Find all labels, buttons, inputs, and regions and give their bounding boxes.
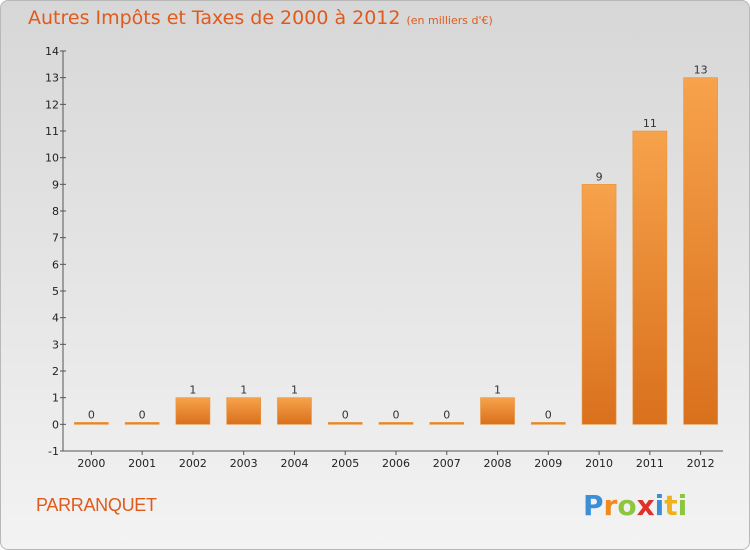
- y-tick-label: 1: [52, 392, 59, 405]
- data-label: 1: [494, 384, 501, 397]
- bar: [277, 397, 312, 425]
- data-label: 0: [139, 408, 146, 421]
- data-label: 11: [643, 117, 657, 130]
- logo-letter: i: [677, 489, 688, 522]
- bar: [226, 397, 261, 425]
- data-label: 0: [393, 408, 400, 421]
- x-tick-label: 2002: [179, 457, 207, 470]
- data-label: 0: [342, 408, 349, 421]
- x-tick-label: 2008: [484, 457, 512, 470]
- bar: [632, 130, 668, 425]
- x-tick-label: 2000: [77, 457, 105, 470]
- proxiti-logo: Proxiti: [583, 489, 687, 522]
- x-tick-label: 2011: [636, 457, 664, 470]
- data-label: 1: [291, 384, 298, 397]
- y-tick-label: 0: [52, 418, 59, 431]
- x-tick-label: 2004: [280, 457, 308, 470]
- y-tick-label: 11: [45, 125, 59, 138]
- labels: -101234567891011121314020000200112002120…: [45, 45, 715, 470]
- logo-letter: t: [664, 489, 678, 522]
- bar: [175, 397, 211, 425]
- y-tick-label: 5: [52, 285, 59, 298]
- bar: [429, 422, 465, 425]
- data-label: 0: [443, 408, 450, 421]
- x-tick-label: 2005: [331, 457, 359, 470]
- data-label: 1: [189, 384, 196, 397]
- bar: [683, 77, 718, 425]
- bar: [378, 422, 414, 425]
- bar: [581, 184, 617, 425]
- y-tick-label: 6: [52, 258, 59, 271]
- data-label: 0: [545, 408, 552, 421]
- data-label: 13: [694, 64, 708, 77]
- x-tick-label: 2009: [534, 457, 562, 470]
- bar: [480, 397, 515, 425]
- y-tick-label: 4: [52, 312, 59, 325]
- bars: [74, 77, 718, 425]
- unit-label: (en milliers d'€): [406, 14, 493, 27]
- x-tick-label: 2001: [128, 457, 156, 470]
- y-tick-label: 13: [45, 72, 59, 85]
- y-tick-label: 10: [45, 152, 59, 165]
- x-tick-label: 2012: [687, 457, 715, 470]
- logo-letter: i: [654, 489, 665, 522]
- y-tick-label: -1: [48, 445, 59, 458]
- bar: [327, 422, 363, 425]
- y-tick-label: 14: [45, 45, 59, 58]
- y-tick-label: 2: [52, 365, 59, 378]
- logo-letter: x: [636, 489, 655, 522]
- chart-title: Autres Impôts et Taxes de 2000 à 2012 (en…: [28, 7, 493, 29]
- bar: [531, 422, 566, 425]
- y-tick-label: 8: [52, 205, 59, 218]
- x-tick-label: 2010: [585, 457, 613, 470]
- data-label: 9: [596, 170, 603, 183]
- x-tick-label: 2006: [382, 457, 410, 470]
- axes: [60, 50, 723, 455]
- y-tick-label: 12: [45, 98, 59, 111]
- y-tick-label: 9: [52, 178, 59, 191]
- x-tick-label: 2007: [433, 457, 461, 470]
- logo-letter: P: [583, 489, 604, 522]
- y-tick-label: 3: [52, 338, 59, 351]
- x-tick-label: 2003: [230, 457, 258, 470]
- bar: [124, 422, 160, 425]
- y-tick-label: 7: [52, 232, 59, 245]
- bar: [74, 422, 109, 425]
- commune-name: PARRANQUET: [36, 495, 157, 515]
- logo-letter: o: [617, 489, 637, 522]
- data-label: 1: [240, 384, 247, 397]
- data-label: 0: [88, 408, 95, 421]
- title-text: Autres Impôts et Taxes de 2000 à 2012: [28, 7, 401, 29]
- logo-letter: r: [603, 489, 618, 522]
